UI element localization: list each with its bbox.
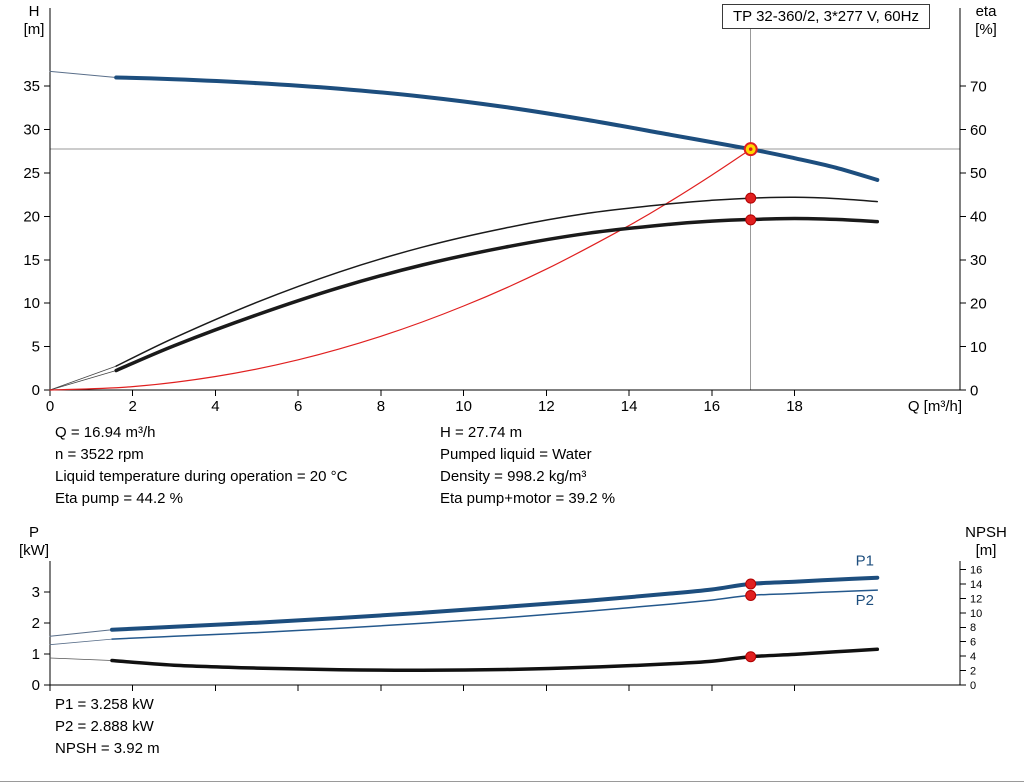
hq-eta-chart-right-axis-title: [%] (975, 21, 997, 38)
hq-eta-chart-x-axis-label: Q [m³/h] (908, 398, 962, 415)
p2-lead (49, 638, 113, 646)
svg-text:2: 2 (32, 615, 40, 632)
svg-text:14: 14 (621, 398, 638, 415)
svg-text:16: 16 (703, 398, 720, 415)
power-npsh-readouts: P1 = 3.258 kW P2 = 2.888 kW NPSH = 3.92 … (55, 694, 160, 760)
power-npsh-chart-left-axis-title: [kW] (19, 542, 49, 559)
eta-pump-lead (49, 365, 117, 391)
svg-text:10: 10 (23, 295, 40, 312)
svg-text:4: 4 (211, 398, 219, 415)
eta-pump-motor-curve (114, 216, 880, 373)
head-curve-lead (49, 70, 117, 78)
p1-point (745, 578, 757, 590)
pump-model-label: TP 32-360/2, 3*277 V, 60Hz (733, 8, 919, 25)
power-npsh-chart-right-axis-title: NPSH (965, 524, 1007, 541)
power-npsh-chart-right-axis-title: [m] (976, 542, 997, 559)
npsh-curve (110, 647, 880, 672)
svg-text:2: 2 (129, 398, 137, 415)
svg-text:35: 35 (23, 78, 40, 95)
svg-text:0: 0 (46, 398, 54, 415)
svg-text:70: 70 (970, 78, 987, 95)
head-curve (114, 75, 880, 182)
svg-text:15: 15 (23, 252, 40, 269)
svg-text:25: 25 (23, 165, 40, 182)
npsh-readout: NPSH = 3.92 m (55, 740, 160, 757)
npsh-point (745, 651, 757, 663)
hq-eta-chart-right-axis-title: eta (976, 3, 998, 20)
svg-text:6: 6 (294, 398, 302, 415)
svg-text:12: 12 (970, 593, 982, 605)
svg-text:8: 8 (970, 622, 976, 634)
svg-text:20: 20 (970, 295, 987, 312)
liquid-temp-readout: Liquid temperature during operation = 20… (55, 468, 348, 485)
head-readout: H = 27.74 m (440, 424, 523, 441)
svg-text:0: 0 (970, 680, 976, 692)
p2-curve (111, 589, 879, 640)
p1-curve (110, 575, 880, 632)
operating-data-right: H = 27.74 m Pumped liquid = Water Densit… (440, 422, 615, 510)
svg-text:8: 8 (377, 398, 385, 415)
pumped-liquid-readout: Pumped liquid = Water (440, 446, 592, 463)
hq-eta-chart-left-axis-title: [m] (24, 21, 45, 38)
hq-eta-chart-left-axis-title: H (29, 3, 40, 20)
svg-text:6: 6 (970, 637, 976, 649)
power-npsh-chart-left-axis-title: P (29, 524, 39, 541)
svg-text:14: 14 (970, 579, 982, 591)
eta-pump-motor-point (745, 214, 757, 226)
svg-text:5: 5 (32, 339, 40, 356)
svg-text:4: 4 (970, 651, 976, 663)
svg-text:60: 60 (970, 122, 987, 139)
eta-pump-motor-lead (49, 370, 117, 391)
svg-text:16: 16 (970, 565, 982, 577)
svg-text:2: 2 (970, 665, 976, 677)
svg-text:1: 1 (32, 646, 40, 663)
svg-text:3: 3 (32, 584, 40, 601)
svg-text:10: 10 (970, 339, 987, 356)
p2-curve-label: P2 (856, 592, 874, 609)
eta-pump-motor-readout: Eta pump+motor = 39.2 % (440, 490, 616, 507)
p1-readout: P1 = 3.258 kW (55, 696, 154, 713)
svg-text:10: 10 (970, 608, 982, 620)
svg-text:0: 0 (970, 382, 978, 399)
svg-text:12: 12 (538, 398, 555, 415)
svg-text:50: 50 (970, 165, 987, 182)
p1-lead (49, 629, 113, 637)
system-curve (49, 148, 752, 391)
p2-readout: P2 = 2.888 kW (55, 718, 154, 735)
eta-pump-point (745, 192, 757, 204)
eta-pump-readout: Eta pump = 44.2 % (55, 490, 183, 507)
speed-readout: n = 3522 rpm (55, 446, 144, 463)
svg-text:20: 20 (23, 208, 40, 225)
eta-pump-curve (115, 196, 879, 367)
pump-model-box: TP 32-360/2, 3*277 V, 60Hz (722, 4, 930, 29)
svg-text:30: 30 (970, 252, 987, 269)
p1-curve-label: P1 (856, 552, 874, 569)
density-readout: Density = 998.2 kg/m³ (440, 468, 587, 485)
svg-text:30: 30 (23, 122, 40, 139)
svg-text:10: 10 (455, 398, 472, 415)
flow-readout: Q = 16.94 m³/h (55, 424, 156, 441)
p2-point (745, 589, 757, 601)
svg-text:40: 40 (970, 209, 987, 226)
operating-data-left: Q = 16.94 m³/h n = 3522 rpm Liquid tempe… (55, 422, 347, 510)
duty-point-center (748, 147, 753, 151)
svg-text:0: 0 (32, 382, 40, 399)
svg-text:0: 0 (32, 677, 40, 694)
npsh-lead (49, 657, 113, 661)
svg-text:18: 18 (786, 398, 803, 415)
